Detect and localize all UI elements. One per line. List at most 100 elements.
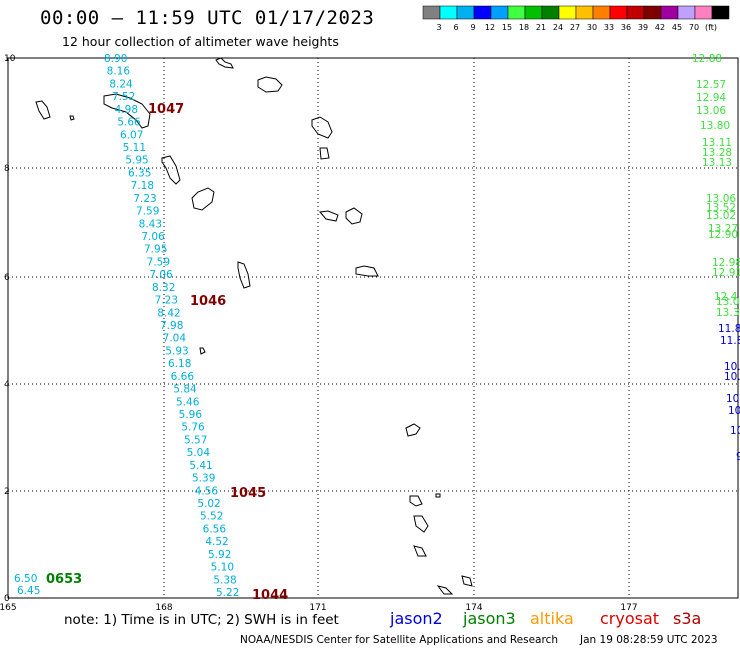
wave-height-label: 5.11 [123, 142, 146, 154]
legend-swatch [456, 5, 475, 20]
wave-height-label: 5.22 [216, 587, 239, 599]
wave-height-label: 7.23 [133, 193, 156, 205]
wave-height-label: 5.95 [125, 155, 148, 167]
wave-height-label: 5.57 [184, 434, 207, 446]
wave-height-label: 7.18 [131, 180, 154, 192]
legend-label: 12 [485, 23, 495, 32]
wave-height-label: 5.66 [117, 117, 141, 129]
wave-height-label: 7.59 [136, 206, 159, 218]
wave-height-label: 13.0 [716, 296, 739, 308]
legend-swatch [575, 5, 594, 20]
island-outlines [35, 57, 473, 595]
wave-height-label: 9 [736, 451, 740, 463]
wave-height-label: 12.88 [692, 53, 722, 65]
units-note: note: 1) Time is in UTC; 2) SWH is in fe… [64, 612, 339, 628]
island [413, 515, 429, 533]
pass-time-label: 0653 [46, 572, 82, 587]
color-legend: 3 6 9 12 15 18 21 24 27 30 33 36 39 42 45 70 (ft) [422, 5, 730, 32]
lat-lon-grid: 165 168 171 174 177 0 2 4 6 8 10 [0, 54, 739, 613]
wave-height-label: 6.07 [120, 129, 143, 141]
legend-swatch [541, 5, 560, 20]
map-subtitle: 12 hour collection of altimeter wave hei… [62, 34, 339, 49]
legend-swatch [507, 5, 526, 20]
legend-swatch [626, 5, 645, 20]
wave-height-label: 6.45 [17, 585, 40, 597]
wave-height-label: 13.28 [702, 147, 732, 159]
wave-height-label: 13.80 [700, 120, 730, 132]
wave-height-label: 12.91 [712, 267, 740, 279]
wave-height-label: 13.27 [708, 223, 738, 235]
island [199, 347, 206, 355]
generated-timestamp: Jan 19 08:28:59 UTC 2023 [580, 634, 718, 646]
legend-swatch [422, 5, 441, 20]
cyan-track-values: 8.908.168.247.524.985.666.075.115.956.35… [14, 53, 239, 599]
legend-swatch [711, 5, 730, 20]
satellite-legend-jason3: jason3 [463, 609, 516, 628]
island [161, 155, 181, 185]
wave-height-label: 7.59 [147, 256, 170, 268]
y-tick-label: 4 [4, 380, 10, 390]
island [405, 423, 421, 437]
wave-height-label: 4.52 [205, 536, 228, 548]
island [69, 115, 75, 121]
wave-height-label: 13.3 [716, 307, 739, 319]
y-tick-label: 2 [4, 487, 10, 497]
island [215, 57, 234, 69]
satellite-legend-altika: altika [530, 609, 574, 628]
wave-height-label: 10 [726, 393, 739, 405]
wave-height-label: 5.92 [208, 549, 231, 561]
legend-label: 27 [570, 23, 580, 32]
island [35, 100, 51, 120]
wave-height-label: 5.84 [173, 384, 197, 396]
wave-height-label: 5.38 [213, 574, 236, 586]
green-track-values: 12.8812.5712.9413.0613.8013.1113.2813.13… [692, 53, 740, 319]
wave-height-label: 12.98 [712, 257, 740, 269]
legend-label: 36 [621, 23, 631, 32]
wave-height-label: 8.24 [109, 78, 133, 90]
legend-label: 45 [672, 23, 682, 32]
wave-height-label: 7.06 [141, 231, 165, 243]
island [319, 210, 339, 222]
pass-time-label: 1046 [190, 294, 226, 309]
wave-height-label: 6.35 [128, 167, 151, 179]
island [409, 495, 423, 507]
wave-height-label: 8.43 [139, 218, 162, 230]
legend-swatch [677, 5, 696, 20]
wave-height-label: 5.93 [165, 345, 188, 357]
wave-height-label: 6.18 [168, 358, 191, 370]
y-tick-label: 8 [4, 164, 10, 174]
wave-height-label: 8.42 [157, 307, 180, 319]
wave-height-label: 7.06 [149, 269, 173, 281]
wave-height-label: 4.56 [195, 485, 219, 497]
island [355, 265, 379, 277]
legend-label: 39 [638, 23, 648, 32]
wave-height-label: 10. [724, 361, 740, 373]
island [237, 261, 251, 289]
wave-height-label: 13.02 [706, 210, 736, 222]
wave-height-label: 6.56 [203, 523, 227, 535]
wave-height-label: 12.94 [696, 92, 726, 104]
wave-height-label: 5.10 [211, 562, 234, 574]
legend-swatch [473, 5, 492, 20]
legend-swatch [490, 5, 509, 20]
wave-height-label: 7.98 [160, 320, 183, 332]
legend-swatch [694, 5, 713, 20]
x-tick-label: 165 [0, 603, 17, 613]
credit-line: NOAA/NESDIS Center for Satellite Applica… [240, 634, 558, 646]
wave-height-label: 6.66 [171, 371, 195, 383]
legend-swatch [558, 5, 577, 20]
wave-height-label: 13.13 [702, 157, 732, 169]
x-tick-label: 174 [465, 603, 482, 613]
wave-height-label: 5.04 [187, 447, 211, 459]
legend-label: 3 [436, 23, 441, 32]
map-frame [7, 57, 739, 599]
x-tick-label: 168 [155, 603, 172, 613]
island [435, 493, 441, 498]
island [103, 93, 151, 129]
wave-height-label: 11.8 [718, 323, 740, 335]
legend-label: 70 [689, 23, 699, 32]
pass-time-labels: 1047 1046 1045 1044 0653 [46, 102, 288, 603]
wave-height-label: 5.52 [200, 511, 223, 523]
island [413, 545, 427, 557]
island [191, 187, 215, 211]
